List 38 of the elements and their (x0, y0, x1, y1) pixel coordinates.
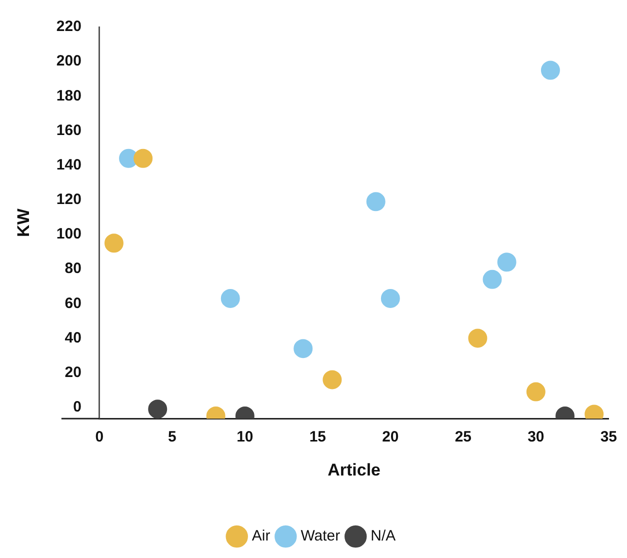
y-tick-label: 200 (56, 52, 82, 70)
y-tick-label: 220 (56, 18, 82, 36)
point (220, 288, 240, 308)
y-tick-label: 0 (73, 398, 82, 416)
y-tick-label: 120 (56, 191, 82, 208)
y-tick-label: 160 (56, 122, 82, 139)
y-tick-label: 60 (64, 294, 82, 312)
y-tick-label: 100 (56, 226, 82, 243)
point (366, 192, 386, 212)
point (294, 339, 313, 358)
x-tick-label: 15 (309, 428, 326, 446)
x-tick-label: 10 (236, 428, 254, 446)
y-tick-label: 80 (64, 260, 82, 278)
point (104, 234, 124, 253)
x-tick-label: 20 (382, 428, 399, 446)
y-tick-label: 140 (56, 156, 82, 174)
legend-label: N/A (370, 528, 396, 545)
x-tick-label: 35 (600, 428, 617, 446)
y-tick-label: 20 (64, 364, 82, 381)
point (134, 148, 153, 168)
x-axis-title: Article (328, 460, 381, 480)
x-tick-label: 25 (454, 428, 472, 446)
point (380, 288, 400, 308)
point (482, 270, 502, 289)
point (540, 60, 560, 80)
x-tick-label: 0 (95, 428, 104, 446)
y-tick-label: 40 (64, 329, 82, 346)
legend-label: Water (300, 528, 340, 545)
point (148, 400, 168, 419)
legend-label: Air (252, 528, 270, 545)
point (526, 382, 546, 402)
y-tick-label: 180 (56, 87, 82, 104)
y-axis-title: KW (14, 208, 33, 237)
point (468, 328, 488, 348)
point (497, 252, 516, 272)
x-tick-label: 30 (528, 428, 544, 446)
point (322, 370, 342, 390)
x-tick-label: 5 (168, 428, 176, 446)
